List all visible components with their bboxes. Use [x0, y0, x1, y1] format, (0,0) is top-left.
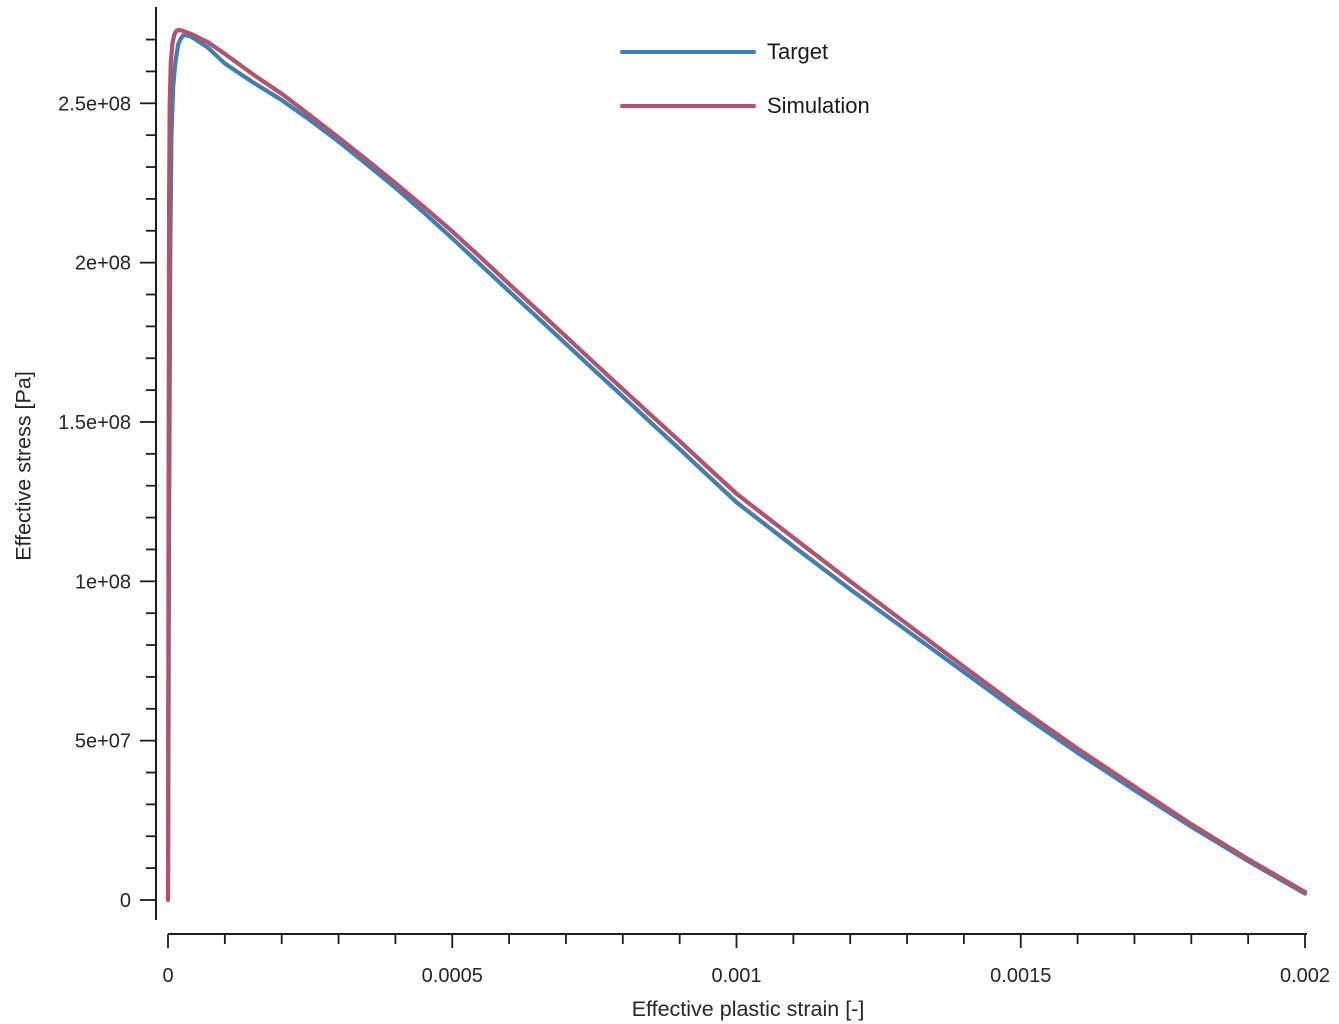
simulation-line-swatch	[620, 103, 756, 109]
legend-label-target: Target	[767, 39, 829, 64]
x-tick-label: 0.0005	[422, 965, 483, 987]
x-tick-label: 0.002	[1280, 965, 1330, 987]
y-tick-label: 1e+08	[75, 571, 131, 593]
y-tick-label: 0	[120, 890, 131, 912]
x-tick-label: 0	[162, 965, 173, 987]
x-tick-label: 0.001	[711, 965, 761, 987]
legend-item-simulation: Simulation	[620, 93, 870, 119]
y-tick-label: 5e+07	[75, 731, 131, 753]
x-axis-title: Effective plastic strain [-]	[631, 997, 865, 1021]
y-tick-label: 1.5e+08	[58, 412, 131, 434]
y-axis-title: Effective stress [Pa]	[11, 371, 36, 561]
y-tick-label: 2e+08	[75, 253, 131, 275]
series-target-line	[165, 32, 1308, 903]
legend-item-target: Target	[620, 39, 828, 65]
x-tick-label: 0.0015	[990, 965, 1051, 987]
series-simulation-line	[165, 27, 1308, 903]
legend-label-simulation: Simulation	[767, 93, 870, 118]
y-tick-label: 2.5e+08	[58, 93, 131, 115]
target-line-swatch	[620, 49, 756, 55]
